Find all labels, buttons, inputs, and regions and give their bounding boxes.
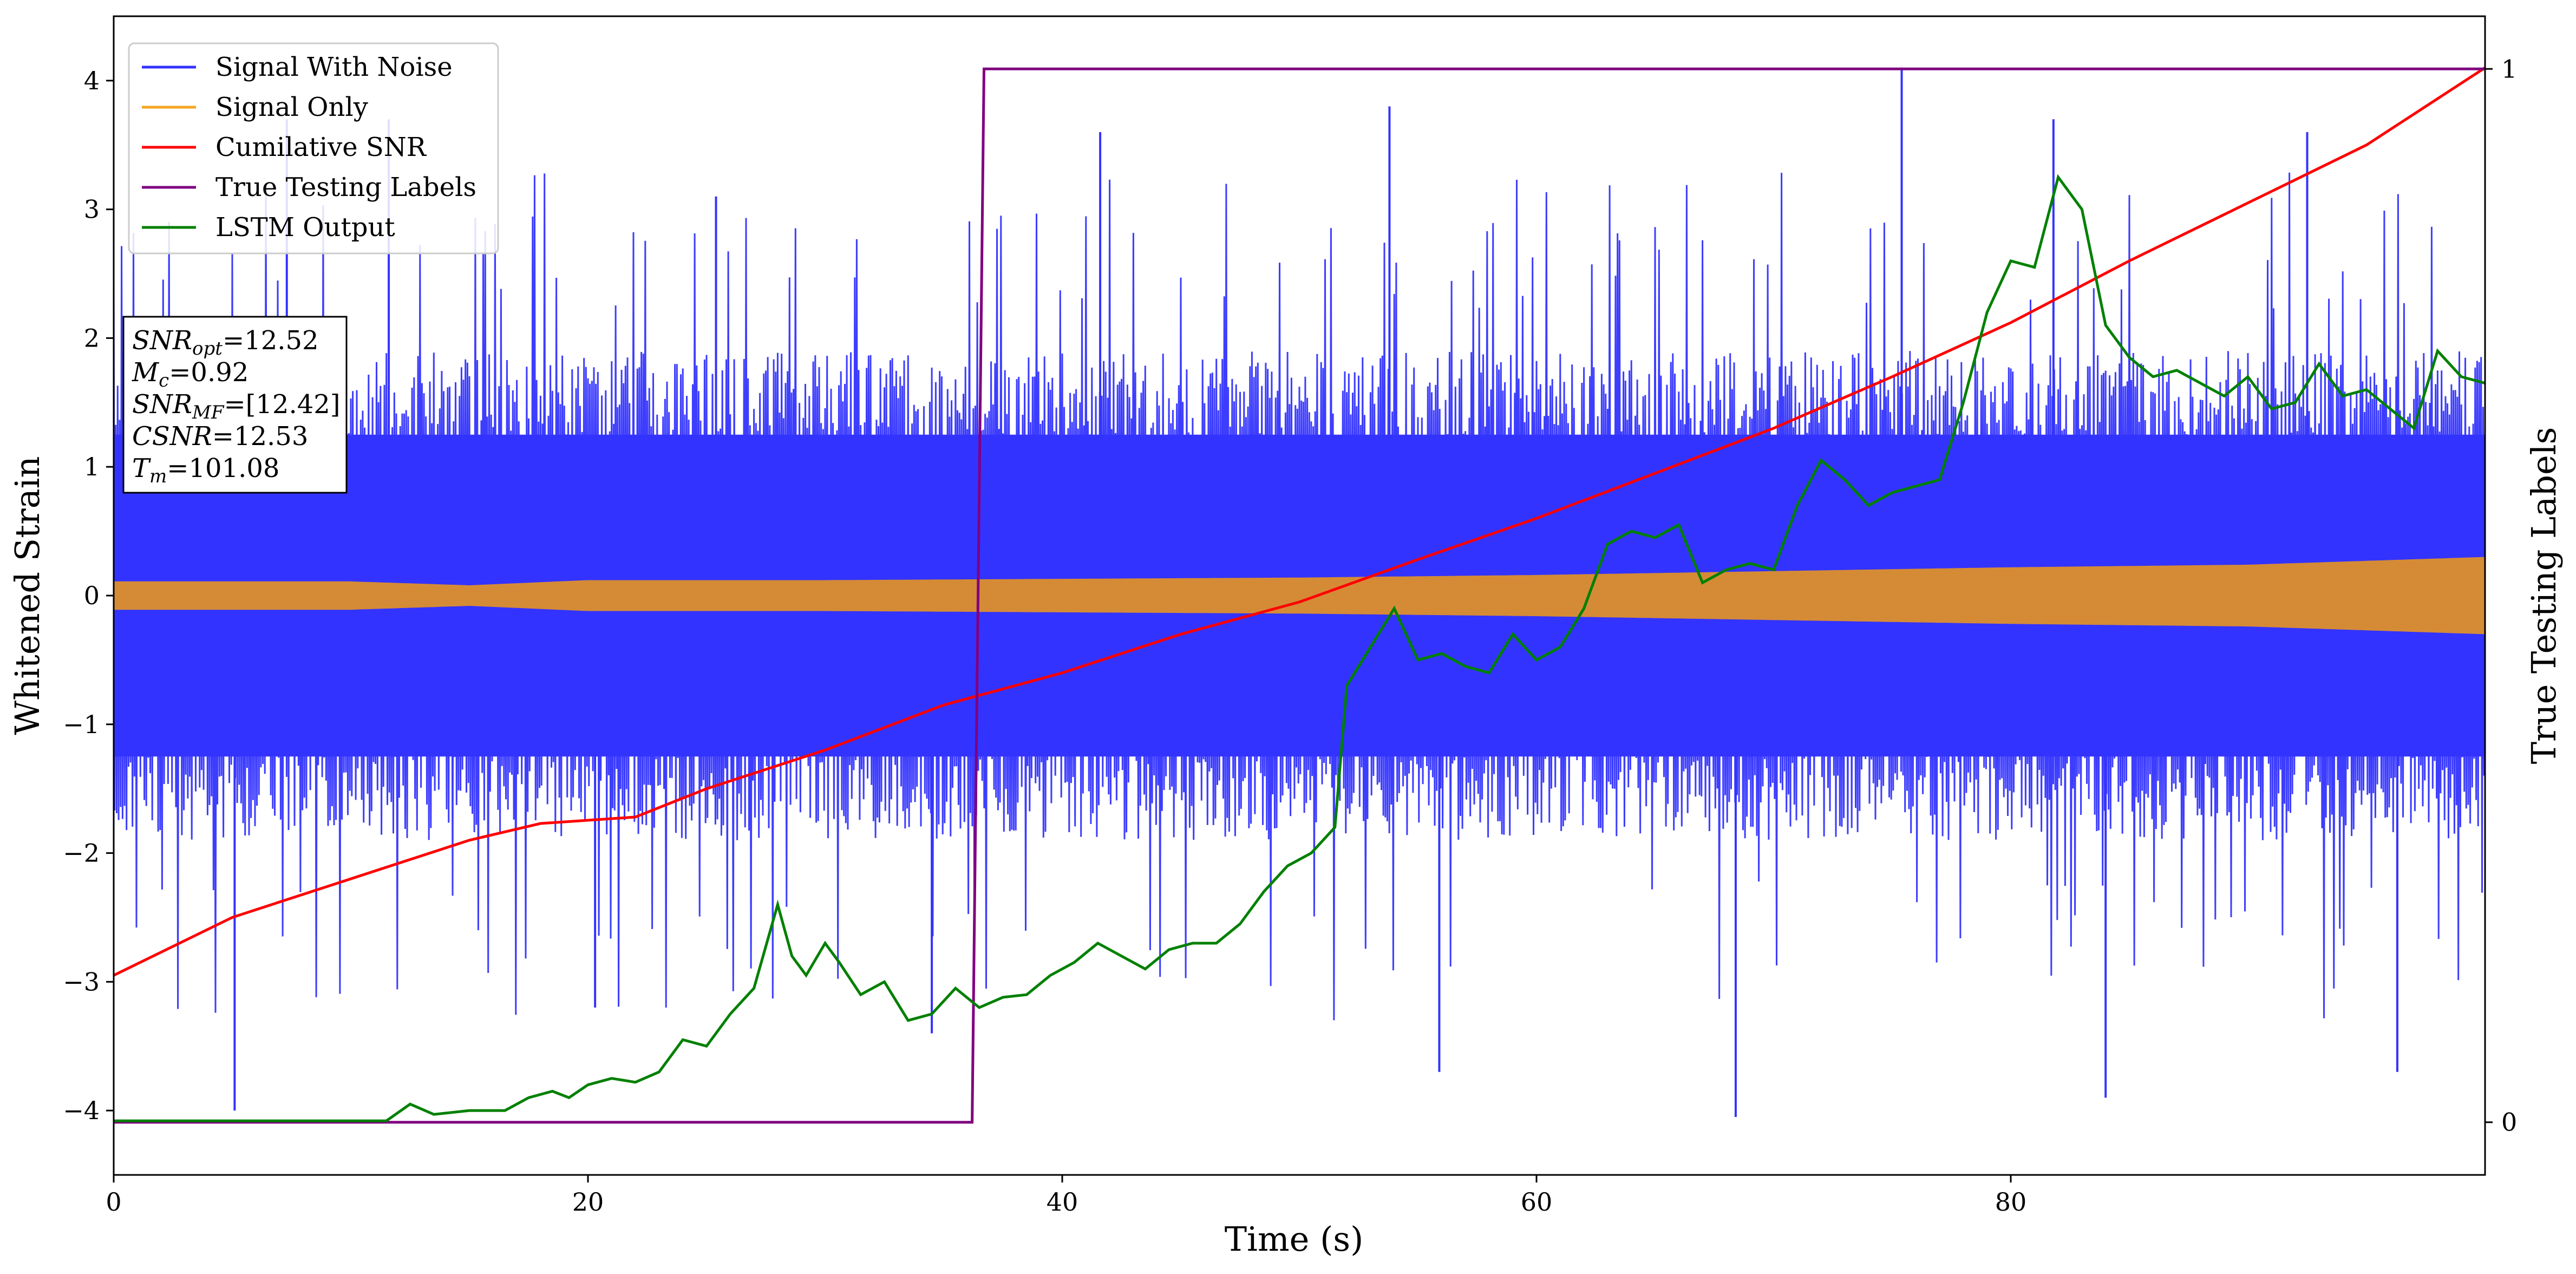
x-tick-label: 60 <box>1521 1187 1553 1217</box>
x-tick-label: 40 <box>1047 1187 1078 1217</box>
annotation-line: CSNR=12.53 <box>132 421 308 452</box>
x-tick-label: 80 <box>1995 1187 2027 1217</box>
legend-label: Cumilative SNR <box>215 132 427 162</box>
y-axis-left: −4 −3 −2 −1 0 1 2 3 4 <box>63 66 114 1125</box>
noise-trace <box>113 172 2486 1021</box>
y-tick-label: 3 <box>84 195 100 224</box>
y-tick-label: −3 <box>63 967 100 996</box>
legend: Signal With Noise Signal Only Cumilative S… <box>128 42 499 254</box>
y-tick-label: −1 <box>63 710 100 739</box>
legend-label: Signal With Noise <box>215 52 453 82</box>
legend-label: LSTM Output <box>215 212 395 243</box>
legend-box <box>128 42 499 254</box>
annotation-line: SNRopt=12.52 <box>132 325 319 360</box>
annotation-line: Mc=0.92 <box>132 357 249 391</box>
true-testing-labels-series <box>114 67 2485 1124</box>
y-right-tick-label: 1 <box>2501 54 2517 83</box>
y-tick-label: 0 <box>84 581 100 610</box>
annotation-frame <box>122 316 348 494</box>
y-tick-label: 4 <box>84 66 100 95</box>
legend-label: Signal Only <box>215 92 368 122</box>
legend-label: True Testing Labels <box>215 172 476 202</box>
annotation-line: SNRMF=[12.42] <box>132 389 341 423</box>
y-tick-label: 2 <box>84 323 100 352</box>
lstm-output-series <box>114 174 2486 1122</box>
y-tick-label: −4 <box>63 1096 100 1125</box>
y-tick-label: −2 <box>63 839 100 868</box>
y-axis-right: 01 <box>2485 54 2517 1137</box>
x-tick-label: 0 <box>106 1187 121 1217</box>
cumulative-snr-series <box>113 67 2486 977</box>
x-axis-label: Time (s) <box>1225 1219 1364 1259</box>
x-tick-label: 20 <box>572 1187 604 1217</box>
annotation-line: Tm=101.08 <box>132 453 279 487</box>
y-tick-label: 1 <box>84 452 100 481</box>
y-right-tick-label: 0 <box>2501 1108 2517 1137</box>
signal-only-series <box>114 557 2485 635</box>
y-axis-left-label: Whitened Strain <box>8 456 47 735</box>
y-axis-right-label: True Testing Labels <box>2524 427 2564 765</box>
annotation-box: SNRopt=12.52Mc=0.92SNRMF=[12.42]CSNR=12.… <box>122 316 348 494</box>
x-axis: 0 20 40 60 80 <box>106 1175 2026 1217</box>
